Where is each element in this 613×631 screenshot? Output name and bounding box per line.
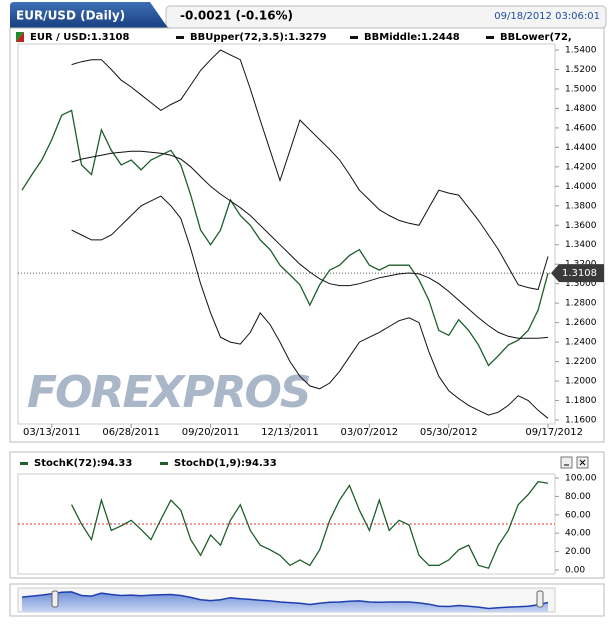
current-price-tag: [551, 264, 604, 283]
y-tick-label: 60.00: [565, 510, 591, 520]
y-tick-label: 1.2600: [565, 318, 597, 328]
y-tick-label: 1.2200: [565, 357, 597, 367]
header-tab: [10, 2, 168, 28]
main-plot-frame: [17, 43, 556, 425]
band-series: [71, 49, 549, 291]
y-tick-label: 0.00: [565, 566, 585, 576]
navigator-area: [22, 591, 548, 612]
legend-label: BBUpper(72,3.5):1.3279: [190, 32, 327, 43]
y-tick-label: 100.00: [565, 474, 597, 484]
y-tick-label: 1.5400: [565, 46, 597, 56]
y-tick-label: 1.2000: [565, 377, 597, 387]
y-tick-label: 1.4000: [565, 182, 597, 192]
close-icon: [579, 459, 586, 466]
y-tick-label: 1.3800: [565, 201, 597, 211]
band-series: [71, 150, 549, 339]
y-tick-label: 20.00: [565, 547, 591, 557]
y-tick-label: 1.4200: [565, 162, 597, 172]
x-tick-label: 09/17/2012: [525, 427, 583, 438]
y-tick-label: 1.4800: [565, 104, 597, 114]
legend-label: EUR / USD:1.3108: [30, 32, 130, 43]
y-tick-label: 1.2800: [565, 299, 597, 309]
legend-icon: [176, 36, 184, 39]
navigator-line: [21, 591, 549, 610]
y-tick-label: 80.00: [565, 492, 591, 502]
y-tick-label: 1.3600: [565, 221, 597, 231]
y-tick-label: 40.00: [565, 529, 591, 539]
y-tick-label: 1.4400: [565, 143, 597, 153]
x-tick-label: 05/30/2012: [420, 427, 478, 438]
tab-title: EUR/USD (Daily): [16, 9, 125, 23]
x-tick-label: 06/28/2011: [102, 427, 160, 438]
y-tick-label: 1.5000: [565, 84, 597, 94]
x-tick-label: 03/07/2012: [341, 427, 399, 438]
y-tick-label: 1.1600: [565, 416, 597, 426]
watermark: FOREXPROS: [27, 367, 310, 418]
legend-label: StochD(1,9):94.33: [174, 458, 277, 469]
current-price-label: 1.3108: [562, 268, 597, 279]
navigator-handle-left[interactable]: [51, 590, 59, 608]
stoch-panel: [9, 451, 605, 579]
y-tick-label: 1.3000: [565, 279, 597, 289]
legend-icon: [160, 462, 168, 465]
price-change: -0.0021 (-0.16%): [180, 9, 293, 23]
timestamp: 09/18/2012 03:06:01: [494, 11, 600, 22]
legend-icon: [16, 32, 24, 42]
x-tick-label: 12/13/2011: [261, 427, 319, 438]
legend-icon: [350, 36, 358, 39]
y-tick-label: 1.1800: [565, 396, 597, 406]
y-tick-label: 1.2400: [565, 338, 597, 348]
y-tick-label: 1.3400: [565, 240, 597, 250]
legend-label: BBMiddle:1.2448: [364, 32, 460, 43]
y-tick-label: 1.4600: [565, 123, 597, 133]
line-series: [21, 109, 549, 367]
x-tick-label: 09/20/2011: [182, 427, 240, 438]
x-tick-label: 03/13/2011: [23, 427, 81, 438]
minimize-button[interactable]: [560, 456, 573, 469]
legend-icon: [486, 36, 494, 39]
navigator-handle-right[interactable]: [536, 590, 544, 608]
y-tick-label: 1.5200: [565, 65, 597, 75]
main-panel: [9, 27, 605, 443]
band-series: [71, 195, 549, 419]
legend-icon: [20, 462, 28, 465]
legend-label: StochK(72):94.33: [34, 458, 132, 469]
band-series: [71, 481, 549, 569]
legend-label: BBLower(72,: [500, 32, 572, 43]
